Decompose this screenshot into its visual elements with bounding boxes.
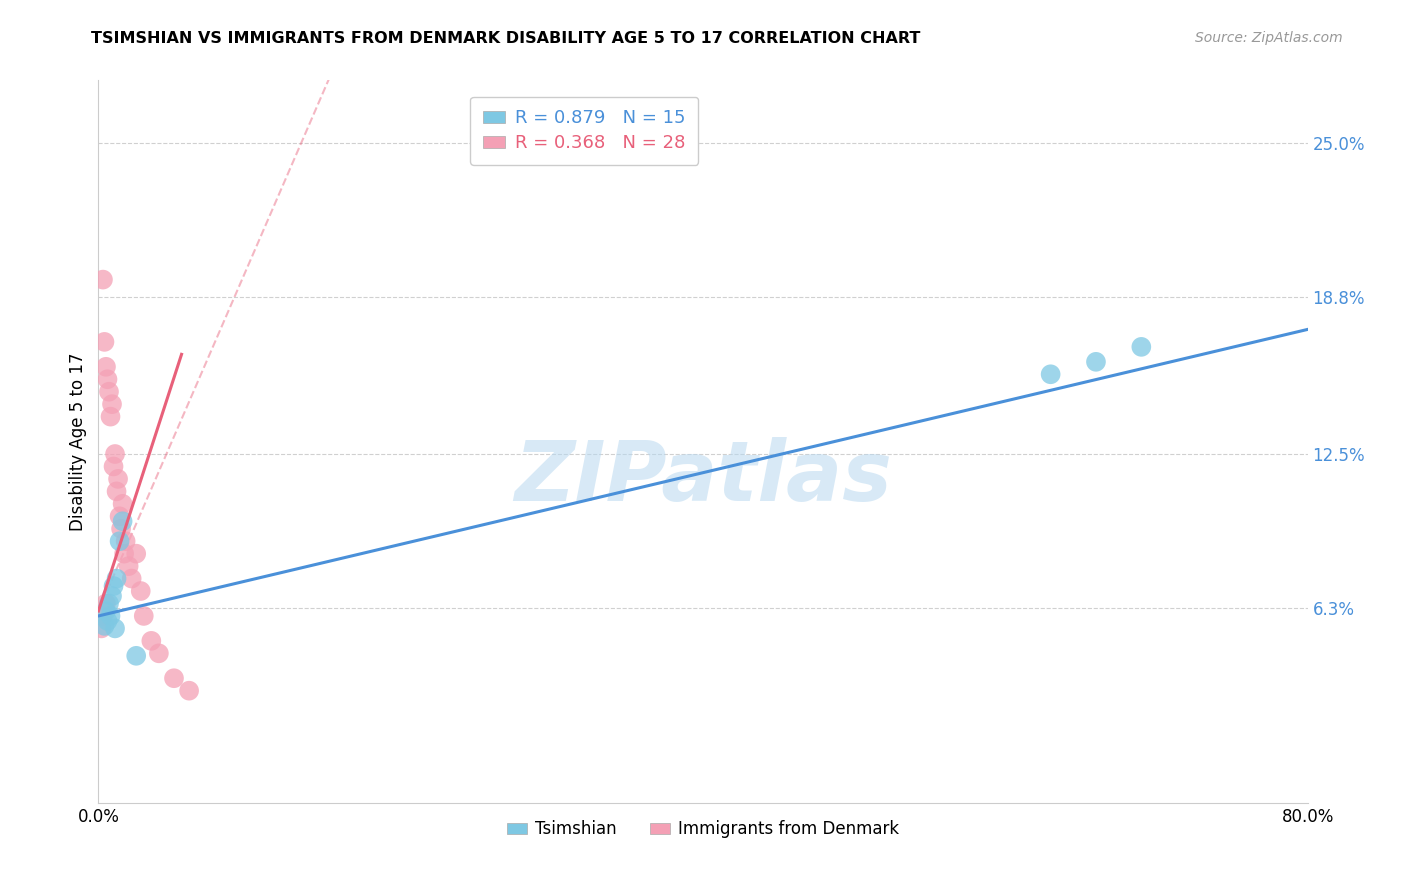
Point [90,621,112,635]
Point [98,384,121,399]
Legend: Tsimshian, Immigrants from Denmark: Tsimshian, Immigrants from Denmark [501,814,905,845]
Point [101,589,124,603]
Point [110,522,132,536]
Point [1130,340,1153,354]
Point [132,609,155,624]
Point [104,447,127,461]
Point [93,334,115,349]
Text: TSIMSHIAN VS IMMIGRANTS FROM DENMARK DISABILITY AGE 5 TO 17 CORRELATION CHART: TSIMSHIAN VS IMMIGRANTS FROM DENMARK DIS… [91,31,921,46]
Point [125,547,148,561]
Point [107,472,129,486]
Y-axis label: Disability Age 5 to 17: Disability Age 5 to 17 [69,352,87,531]
Point [141,633,163,648]
Text: Source: ZipAtlas.com: Source: ZipAtlas.com [1195,31,1343,45]
Text: ZIPatlas: ZIPatlas [515,437,891,518]
Point [94,359,117,374]
Point [1039,368,1062,382]
Point [163,671,186,685]
Point [114,534,136,549]
Point [1085,355,1108,369]
Point [111,497,134,511]
Point [94,597,117,611]
Point [105,572,128,586]
Point [91,272,114,286]
Point [100,409,122,424]
Point [105,484,128,499]
Point [121,572,143,586]
Point [118,559,141,574]
Point [179,683,201,698]
Point [94,604,117,618]
Point [108,509,131,524]
Point [111,514,134,528]
Point [148,646,170,660]
Point [108,534,131,549]
Point [104,621,127,635]
Point [100,609,122,624]
Point [112,547,135,561]
Point [103,459,125,474]
Point [98,597,121,611]
Point [101,397,124,411]
Point [125,648,148,663]
Point [93,619,115,633]
Point [96,614,118,628]
Point [96,372,118,386]
Point [103,579,125,593]
Point [129,584,152,599]
Point [91,609,114,624]
